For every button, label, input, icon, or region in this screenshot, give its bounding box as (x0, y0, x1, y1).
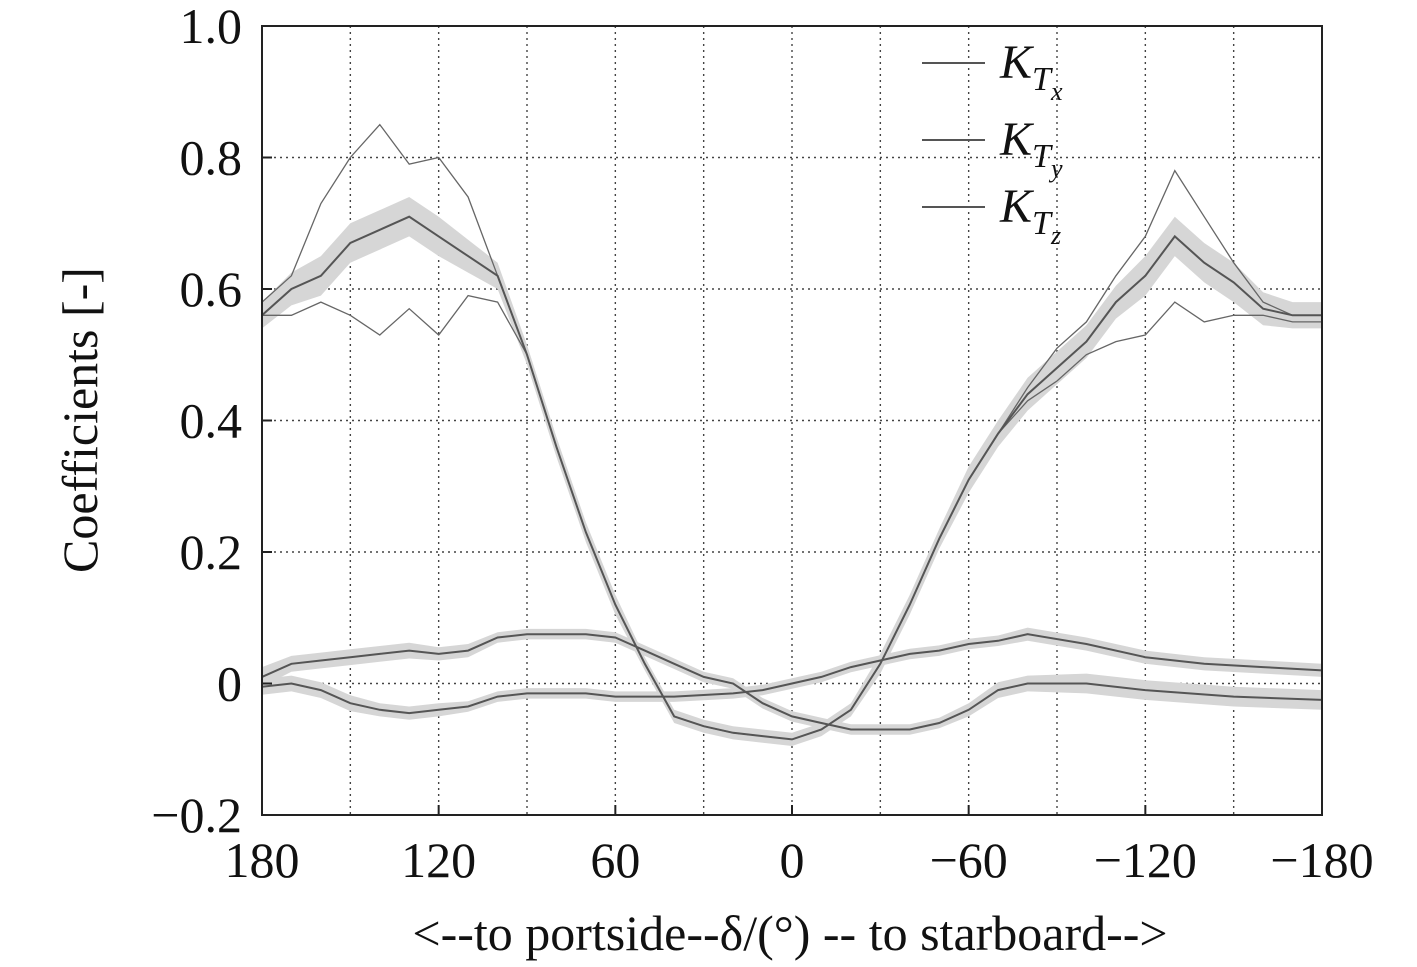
x-tick-label: −60 (930, 832, 1008, 888)
band-k-tx (262, 197, 1322, 746)
confidence-bands (262, 197, 1322, 746)
line-k-tx (261, 215, 1322, 741)
y-tick-label: 0.4 (180, 393, 243, 449)
x-tick-label: 120 (401, 832, 476, 888)
band-k-tz (262, 627, 1322, 720)
band-k-ty (262, 628, 1322, 735)
legend-label-y: KTy (999, 113, 1063, 183)
x-tick-label: −120 (1094, 832, 1197, 888)
y-tick-label: 0 (217, 656, 242, 712)
y-tick-label: 0.6 (180, 261, 243, 317)
x-tick-label: −180 (1270, 832, 1373, 888)
y-tick-label: 0.8 (180, 130, 243, 186)
y-axis-ticks: −0.2 0 0.2 0.4 0.6 0.8 1.0 (151, 0, 272, 843)
x-axis-title: <--to portside--δ/(°) -- to starboard--> (412, 905, 1167, 961)
legend-label-z: KTz (999, 180, 1061, 250)
legend-label-x: KTx (999, 36, 1063, 106)
x-tick-label: 0 (780, 832, 805, 888)
x-tick-label: 180 (225, 832, 300, 888)
x-tick-label: 60 (590, 832, 640, 888)
y-tick-label: 1.0 (180, 0, 243, 54)
series-lines (261, 123, 1323, 741)
x-axis-ticks: 180 120 60 0 −60 −120 −180 (225, 805, 1374, 888)
y-axis-title: Coefficients [-] (52, 267, 108, 573)
line-k-ty (261, 633, 1323, 731)
y-tick-label: −0.2 (151, 787, 242, 843)
y-tick-label: 0.2 (180, 524, 243, 580)
line-k-tz (261, 633, 1323, 715)
